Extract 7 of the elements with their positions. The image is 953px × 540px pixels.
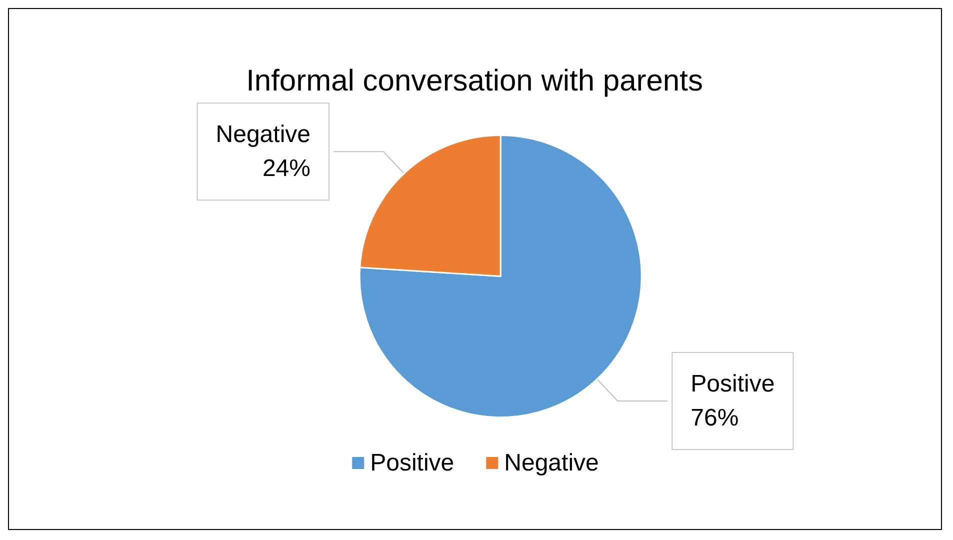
slice-label: Negative (216, 121, 311, 148)
slice-label: Positive (690, 370, 775, 398)
legend-label: Negative (504, 450, 599, 476)
chart-title: Informal conversation with parents (246, 64, 703, 98)
data-label: 24% (262, 155, 311, 182)
data-label: 76% (690, 404, 739, 432)
legend-label: Positive (370, 450, 454, 476)
